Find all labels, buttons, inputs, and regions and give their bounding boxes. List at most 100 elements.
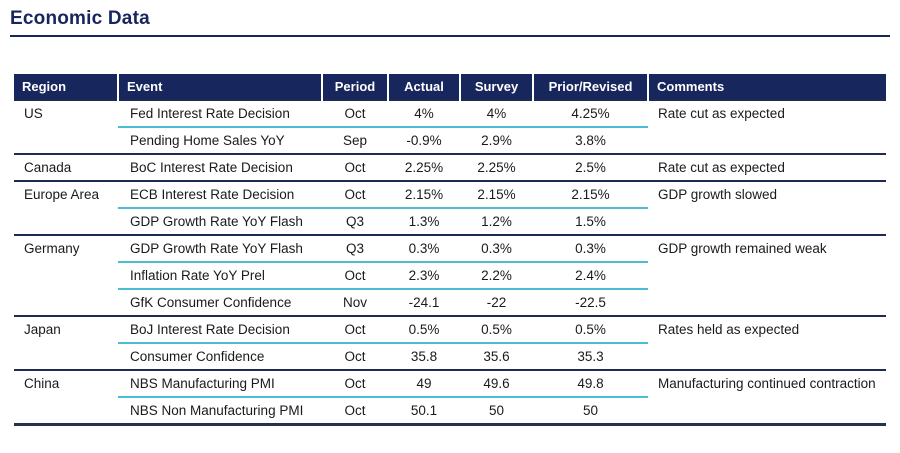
prior-cell: 50 [582,402,599,418]
actual-cell: -0.9% [406,133,442,148]
actual-cell: -24.1 [408,295,440,310]
column-header-period: Period [321,74,388,100]
economic-data-table: Region Event Period Actual Survey Prior/Revis… [14,74,886,426]
prior-cell: 35.3 [577,349,604,364]
comments-cell: Manufacturing continued contraction [658,376,876,391]
period-cell: Oct [322,262,388,290]
table-row: Pending Home Sales YoY Sep -0.9% 2.9% 3.8% [14,127,886,154]
actual-cell: 49 [388,370,460,398]
comments-cell: Rate cut as expected [658,106,785,121]
table-row: Inflation Rate YoY Prel Oct 2.3% 2.2% 2.4% [14,262,886,290]
region-group: Germany GDP Growth Rate YoY Flash Q3 0.3% 0.… [14,235,886,316]
prior-cell: 1.5% [575,214,606,229]
period-cell: Oct [344,402,366,418]
survey-cell: 1.2% [481,214,512,229]
actual-cell: 0.3% [388,235,460,263]
period-cell: Sep [342,133,368,148]
period-cell: Q3 [345,214,364,229]
comments-cell: Rate cut as expected [658,160,785,175]
event-cell: GfK Consumer Confidence [130,295,292,310]
column-header-prior-revised: Prior/Revised [532,74,648,100]
actual-cell: 2.3% [388,262,460,290]
page-title: Economic Data [10,8,150,29]
survey-cell: 2.9% [481,133,512,148]
event-cell: Pending Home Sales YoY [130,133,285,148]
survey-cell: 49.6 [460,370,533,398]
period-cell: Nov [342,295,367,310]
column-header-survey: Survey [459,74,533,100]
event-cell: BoC Interest Rate Decision [130,160,293,175]
survey-cell: 2.2% [460,262,533,290]
region-cell: Canada [24,160,72,175]
region-group: Japan BoJ Interest Rate Decision Oct 0.5% 0.… [14,316,886,370]
prior-cell: 2.15% [533,181,648,209]
survey-cell: 50 [488,402,505,418]
actual-cell: 50.1 [410,402,438,418]
survey-cell: 2.25% [477,160,516,175]
actual-cell: 2.15% [388,181,460,209]
region-cell: Germany [24,241,80,256]
event-cell: Inflation Rate YoY Prel [118,262,322,290]
table-row: Japan BoJ Interest Rate Decision Oct 0.5% 0.… [14,316,886,344]
title-underline: Economic Data [10,8,890,37]
column-header-event: Event [117,74,322,100]
period-cell: Oct [322,370,388,398]
prior-cell: 2.5% [575,160,606,175]
survey-cell: 0.3% [460,235,533,263]
region-group: China NBS Manufacturing PMI Oct 49 49.6 49.8 M… [14,370,886,424]
event-cell: GDP Growth Rate YoY Flash [130,214,303,229]
table-row: Consumer Confidence Oct 35.8 35.6 35.3 [14,343,886,370]
table-row: US Fed Interest Rate Decision Oct 4% 4% 4.25%… [14,100,886,128]
period-cell: Oct [344,349,366,364]
prior-cell: 3.8% [575,133,606,148]
column-header-actual: Actual [387,74,460,100]
table-row: GDP Growth Rate YoY Flash Q3 1.3% 1.2% 1.5% [14,208,886,235]
table-row: Germany GDP Growth Rate YoY Flash Q3 0.3% 0.… [14,235,886,263]
event-cell: BoJ Interest Rate Decision [118,316,322,344]
region-cell: China [24,376,60,391]
region-group: US Fed Interest Rate Decision Oct 4% 4% 4.25%… [14,100,886,154]
event-cell: ECB Interest Rate Decision [118,181,322,209]
event-cell: GDP Growth Rate YoY Flash [118,235,322,263]
survey-cell: -22 [486,295,507,310]
actual-cell: 2.25% [404,160,444,175]
comments-cell: GDP growth slowed [658,187,778,202]
region-group: Canada BoC Interest Rate Decision Oct 2.25%… [14,154,886,181]
region-group: Europe Area ECB Interest Rate Decision Oct… [14,181,886,235]
survey-cell: 35.6 [483,349,510,364]
table-row: Canada BoC Interest Rate Decision Oct 2.25%… [14,154,886,181]
table-row: GfK Consumer Confidence Nov -24.1 -22 -22.5 [14,289,886,316]
region-cell: Europe Area [24,187,100,202]
prior-cell: 4.25% [533,100,648,128]
prior-cell: 0.3% [533,235,648,263]
event-cell: NBS Non Manufacturing PMI [130,402,304,418]
prior-cell: -22.5 [575,295,606,310]
survey-cell: 0.5% [460,316,533,344]
period-cell: Q3 [322,235,388,263]
prior-cell: 2.4% [533,262,648,290]
table-row: Europe Area ECB Interest Rate Decision Oct… [14,181,886,209]
survey-cell: 2.15% [460,181,533,209]
table-row: China NBS Manufacturing PMI Oct 49 49.6 49.8 M… [14,370,886,398]
header-row: Region Event Period Actual Survey Prior/Revis… [14,74,886,100]
period-cell: Oct [322,181,388,209]
event-cell: NBS Manufacturing PMI [118,370,322,398]
region-cell: US [24,106,43,121]
actual-cell: 35.8 [410,349,438,364]
event-cell: Consumer Confidence [130,349,265,364]
survey-cell: 4% [460,100,533,128]
column-header-region: Region [14,74,118,100]
period-cell: Oct [344,160,366,175]
prior-cell: 0.5% [533,316,648,344]
column-header-comments: Comments [647,74,886,100]
region-cell: Japan [24,322,61,337]
table-row: NBS Non Manufacturing PMI Oct 50.1 50 50 [14,397,886,424]
period-cell: Oct [322,316,388,344]
comments-cell: Rates held as expected [658,322,800,337]
actual-cell: 1.3% [408,214,440,229]
comments-cell: GDP growth remained weak [658,241,827,256]
event-cell: Fed Interest Rate Decision [118,100,322,128]
prior-cell: 49.8 [533,370,648,398]
period-cell: Oct [322,100,388,128]
actual-cell: 4% [388,100,460,128]
